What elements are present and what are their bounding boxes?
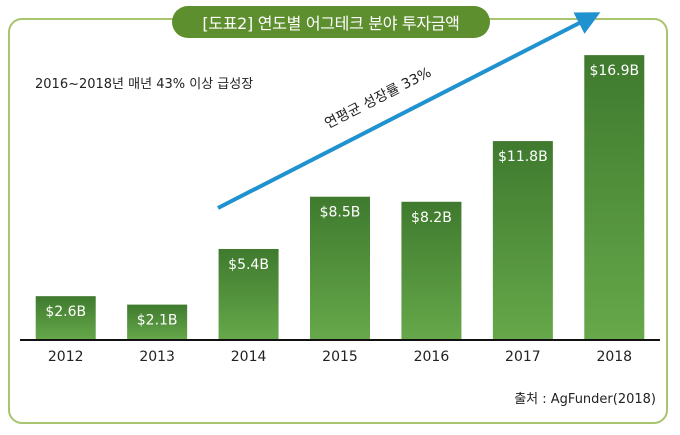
data-label-2017: $11.8B <box>498 149 548 165</box>
chart-subtitle: 2016~2018년 매년 43% 이상 급성장 <box>35 77 254 92</box>
data-label-2012: $2.6B <box>45 304 86 320</box>
bar-2014 <box>218 248 279 340</box>
x-tick-2018: 2018 <box>596 349 632 365</box>
x-tick-2016: 2016 <box>414 349 450 365</box>
bar-2016 <box>401 201 462 340</box>
x-tick-2012: 2012 <box>48 349 84 365</box>
x-tick-2017: 2017 <box>505 349 541 365</box>
bar-2015 <box>310 196 370 340</box>
data-label-2014: $5.4B <box>228 257 269 273</box>
trend-arrow <box>217 12 601 210</box>
bar-2017 <box>492 141 553 340</box>
data-label-2018: $16.9B <box>589 63 639 79</box>
x-tick-2015: 2015 <box>322 349 358 365</box>
bar-2012 <box>35 296 96 340</box>
chart-title: [도표2] 연도별 어그테크 분야 투자금액 <box>172 6 490 38</box>
data-label-2015: $8.5B <box>320 205 361 221</box>
bar-2018 <box>584 55 645 340</box>
bar-2013 <box>127 304 188 340</box>
trend-annotation: 연평균 성장률 33% <box>322 65 434 133</box>
data-label-2016: $8.2B <box>411 210 452 226</box>
x-tick-2013: 2013 <box>139 349 175 365</box>
data-label-2013: $2.1B <box>137 313 178 329</box>
source-note: 출처 : AgFunder(2018) <box>514 392 656 407</box>
x-tick-2014: 2014 <box>231 349 267 365</box>
